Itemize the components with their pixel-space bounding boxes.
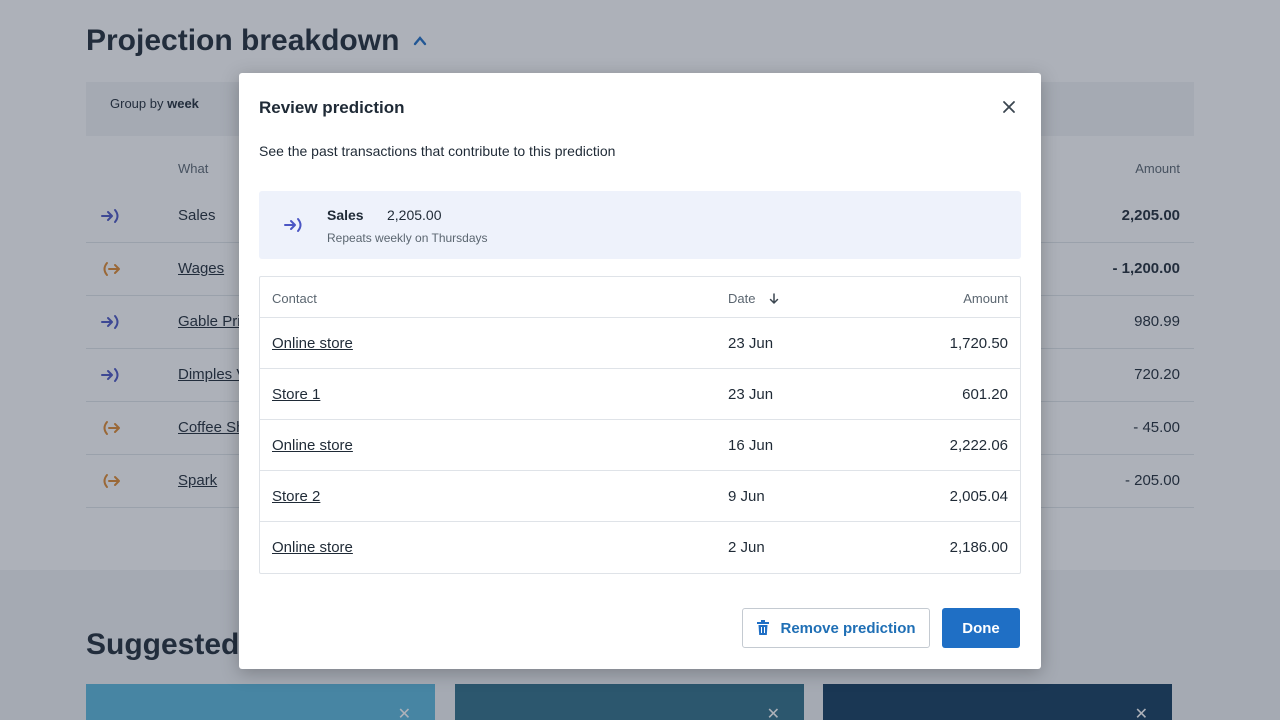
suggested-title: Suggested [86, 628, 240, 661]
group-by-control[interactable]: Group by week [110, 96, 199, 111]
header-contact[interactable]: Contact [272, 291, 317, 306]
row-name[interactable]: Gable Pri [178, 313, 241, 330]
column-header-amount: Amount [1135, 161, 1180, 176]
row-amount: 720.20 [1134, 366, 1180, 383]
chevron-up-icon[interactable] [413, 34, 427, 48]
close-icon[interactable]: ✕ [397, 706, 411, 720]
close-button[interactable] [999, 97, 1019, 117]
transaction-amount: 2,005.04 [949, 488, 1008, 505]
transaction-date: 23 Jun [728, 386, 774, 403]
outgoing-arrow-icon [100, 472, 122, 490]
transaction-date: 23 Jun [728, 335, 774, 352]
review-prediction-dialog: Review prediction See the past transacti… [239, 73, 1041, 669]
transactions-table: Contact Date Amount Online store 23 Jun 1,… [259, 276, 1021, 574]
table-row: Online store 23 Jun 1,720.50 [260, 318, 1020, 369]
contact-link[interactable]: Store 1 [272, 386, 321, 403]
transaction-amount: 2,222.06 [949, 437, 1008, 454]
row-amount: - 45.00 [1133, 419, 1180, 436]
dialog-title: Review prediction [259, 98, 405, 117]
transaction-amount: 1,720.50 [949, 335, 1008, 352]
row-amount: - 1,200.00 [1112, 260, 1180, 277]
page-title: Projection breakdown [86, 24, 427, 58]
row-amount: - 205.00 [1124, 472, 1180, 489]
trash-icon [757, 620, 770, 635]
transaction-amount: 601.20 [962, 386, 1008, 403]
suggested-card-1[interactable]: ✕ [86, 684, 435, 720]
contact-link[interactable]: Online store [272, 335, 353, 352]
column-header-what: What [178, 161, 209, 176]
table-row: Store 1 23 Jun 601.20 [260, 369, 1020, 420]
prediction-summary: Sales 2,205.00 Repeats weekly on Thursda… [259, 191, 1021, 259]
transaction-date: 9 Jun [728, 488, 765, 505]
header-date[interactable]: Date [728, 291, 779, 306]
row-amount: 980.99 [1134, 313, 1180, 330]
row-name[interactable]: Dimples V [178, 366, 247, 383]
header-amount[interactable]: Amount [963, 291, 1008, 306]
close-icon[interactable]: ✕ [1134, 706, 1148, 720]
remove-prediction-button[interactable]: Remove prediction [742, 608, 930, 648]
table-header: Contact Date Amount [260, 277, 1020, 318]
contact-link[interactable]: Store 2 [272, 488, 321, 505]
table-row: Online store 2 Jun 2,186.00 [260, 522, 1020, 573]
summary-amount: 2,205.00 [387, 207, 442, 223]
suggested-card-3[interactable]: ✕ [823, 684, 1172, 720]
group-by-prefix: Group by [110, 96, 164, 111]
contact-link[interactable]: Online store [272, 437, 353, 454]
summary-name: Sales [327, 207, 364, 223]
incoming-arrow-icon [100, 366, 122, 384]
outgoing-arrow-icon [100, 260, 122, 278]
incoming-arrow-icon [100, 207, 122, 225]
transaction-date: 16 Jun [728, 437, 774, 454]
row-name[interactable]: Spark [178, 472, 218, 489]
row-name[interactable]: Coffee Sh [178, 419, 245, 436]
transaction-date: 2 Jun [728, 539, 765, 556]
incoming-arrow-icon [284, 218, 302, 232]
transaction-amount: 2,186.00 [949, 539, 1008, 556]
table-row: Online store 16 Jun 2,222.06 [260, 420, 1020, 471]
remove-prediction-label: Remove prediction [780, 619, 916, 637]
table-row: Store 2 9 Jun 2,005.04 [260, 471, 1020, 522]
header-date-label: Date [728, 291, 756, 306]
suggested-card-2[interactable]: ✕ [455, 684, 804, 720]
group-by-value: week [167, 96, 199, 111]
close-icon [1003, 101, 1015, 113]
close-icon[interactable]: ✕ [766, 706, 780, 720]
page-title-text: Projection breakdown [86, 24, 400, 57]
row-name: Sales [178, 207, 216, 224]
row-name[interactable]: Wages [178, 260, 225, 277]
dialog-subtitle: See the past transactions that contribut… [259, 143, 616, 159]
outgoing-arrow-icon [100, 419, 122, 437]
contact-link[interactable]: Online store [272, 539, 353, 556]
sort-down-arrow-icon [770, 292, 779, 304]
incoming-arrow-icon [100, 313, 122, 331]
done-button[interactable]: Done [942, 608, 1020, 648]
row-amount: 2,205.00 [1121, 207, 1180, 224]
summary-repeat: Repeats weekly on Thursdays [327, 231, 488, 245]
